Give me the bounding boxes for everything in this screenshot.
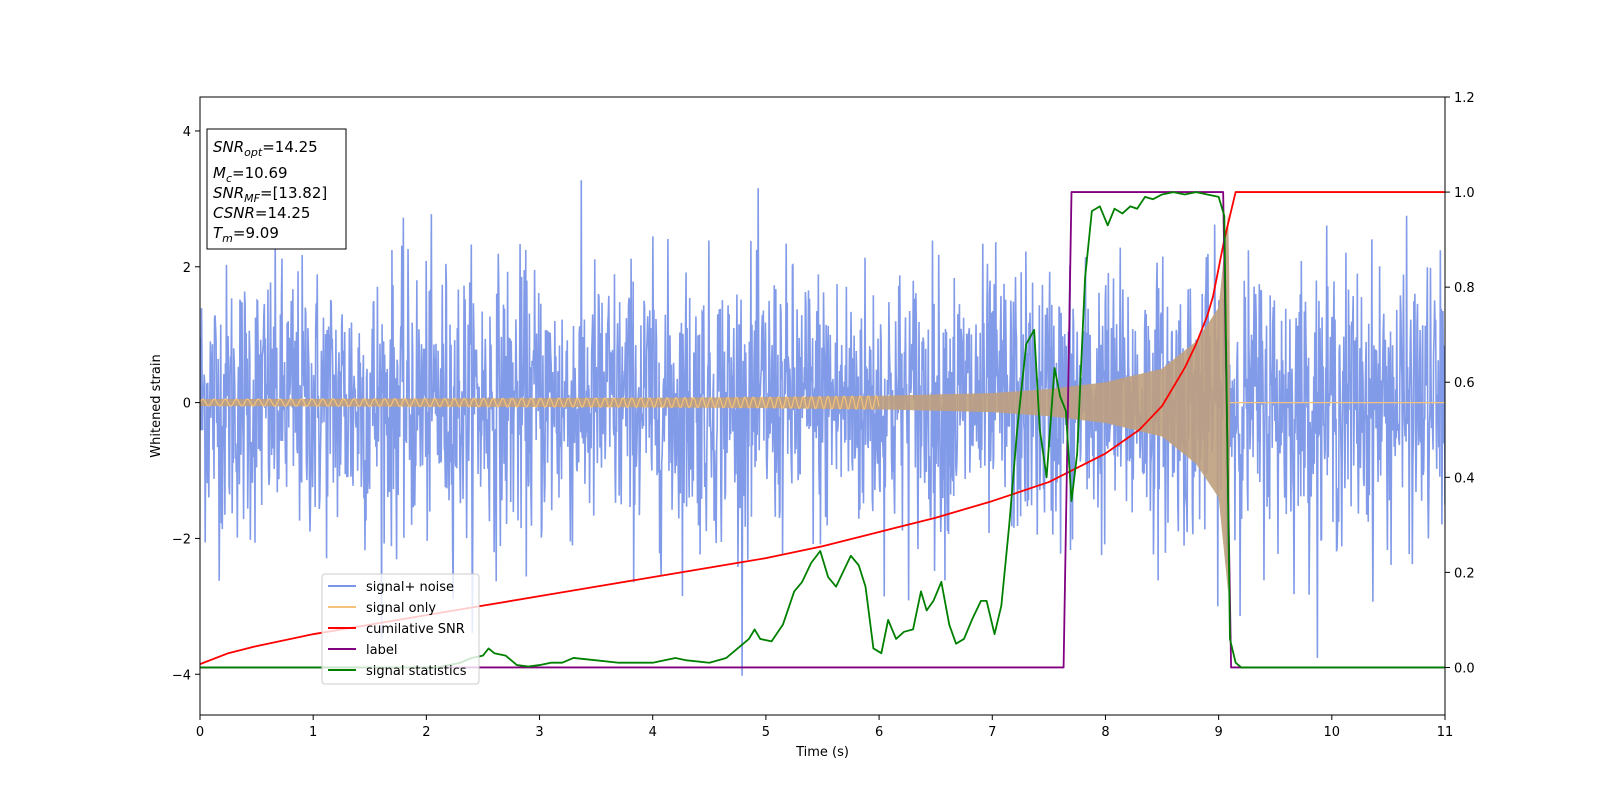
legend-entry: signal statistics <box>366 664 467 679</box>
info-sub: c <box>226 172 232 185</box>
y-axis-right: 0.0 0.2 0.4 0.6 0.8 1.0 1.2 <box>1445 91 1475 676</box>
y2-tick-label: 0.0 <box>1454 661 1475 676</box>
info-line: CSNR=14.25 <box>213 204 310 222</box>
x-tick-label: 10 <box>1324 725 1341 740</box>
info-var: CSNR <box>213 204 255 222</box>
info-line: Tm=9.09 <box>213 224 279 245</box>
x-axis: 0 1 2 3 4 5 6 7 8 9 10 11 <box>196 715 1453 740</box>
legend-entry: signal only <box>366 601 436 616</box>
x-tick-label: 2 <box>422 725 430 740</box>
info-value: =14.25 <box>255 204 311 222</box>
legend-frame <box>321 573 480 685</box>
info-var: T <box>213 224 224 242</box>
axes-border <box>199 96 1446 716</box>
x-tick-label: 5 <box>762 725 770 740</box>
y2-tick-label: 0.2 <box>1454 566 1475 581</box>
y-tick-label: −4 <box>172 668 191 683</box>
info-sub: opt <box>244 146 263 159</box>
y2-tick-label: 1.2 <box>1454 91 1475 106</box>
y2-tick-label: 1.0 <box>1454 186 1475 201</box>
x-tick-label: 8 <box>1101 725 1109 740</box>
info-value: =14.25 <box>262 138 318 156</box>
x-tick-label: 4 <box>649 725 657 740</box>
y-axis-label: Whitened strain <box>149 354 164 457</box>
y-tick-label: 2 <box>183 261 191 276</box>
y-axis-left: −4 −2 0 2 4 <box>172 125 200 683</box>
info-line: Mc=10.69 <box>213 164 288 185</box>
x-tick-label: 1 <box>309 725 317 740</box>
info-var: M <box>213 164 226 182</box>
y2-tick-label: 0.4 <box>1454 471 1475 486</box>
info-var: SNR <box>213 138 244 156</box>
legend: signal+ noise signal only cumilative SNR la… <box>321 573 480 685</box>
series-signal-only-line <box>200 395 880 411</box>
series-signal-statistics-line <box>200 191 1445 669</box>
x-tick-label: 0 <box>196 725 204 740</box>
legend-entry: label <box>366 643 397 658</box>
y-tick-label: 0 <box>183 397 191 412</box>
x-tick-label: 11 <box>1437 725 1454 740</box>
y-tick-label: 4 <box>183 125 191 140</box>
info-box: SNRopt=14.25Mc=10.69SNRMF=[13.82]CSNR=14… <box>206 128 347 250</box>
x-tick-label: 7 <box>988 725 996 740</box>
x-axis-label: Time (s) <box>795 745 849 760</box>
info-value: =10.69 <box>232 164 288 182</box>
x-tick-label: 3 <box>535 725 543 740</box>
info-line: SNRopt=14.25 <box>213 138 318 159</box>
x-tick-label: 9 <box>1214 725 1222 740</box>
y2-tick-label: 0.6 <box>1454 376 1475 391</box>
series-signal-only-envelope <box>200 212 1445 593</box>
info-box-frame <box>206 128 347 250</box>
plot-area <box>200 180 1445 676</box>
info-value: =9.09 <box>233 224 279 242</box>
info-sub: MF <box>244 192 260 205</box>
info-line: SNRMF=[13.82] <box>213 184 327 205</box>
y2-tick-label: 0.8 <box>1454 281 1475 296</box>
info-var: SNR <box>213 184 244 202</box>
legend-entry: signal+ noise <box>366 580 454 595</box>
y-tick-label: −2 <box>172 532 191 547</box>
x-tick-label: 6 <box>875 725 883 740</box>
legend-entry: cumilative SNR <box>366 622 465 637</box>
axes-frame <box>199 96 1446 716</box>
info-sub: m <box>222 232 233 245</box>
info-value: =[13.82] <box>260 184 327 202</box>
